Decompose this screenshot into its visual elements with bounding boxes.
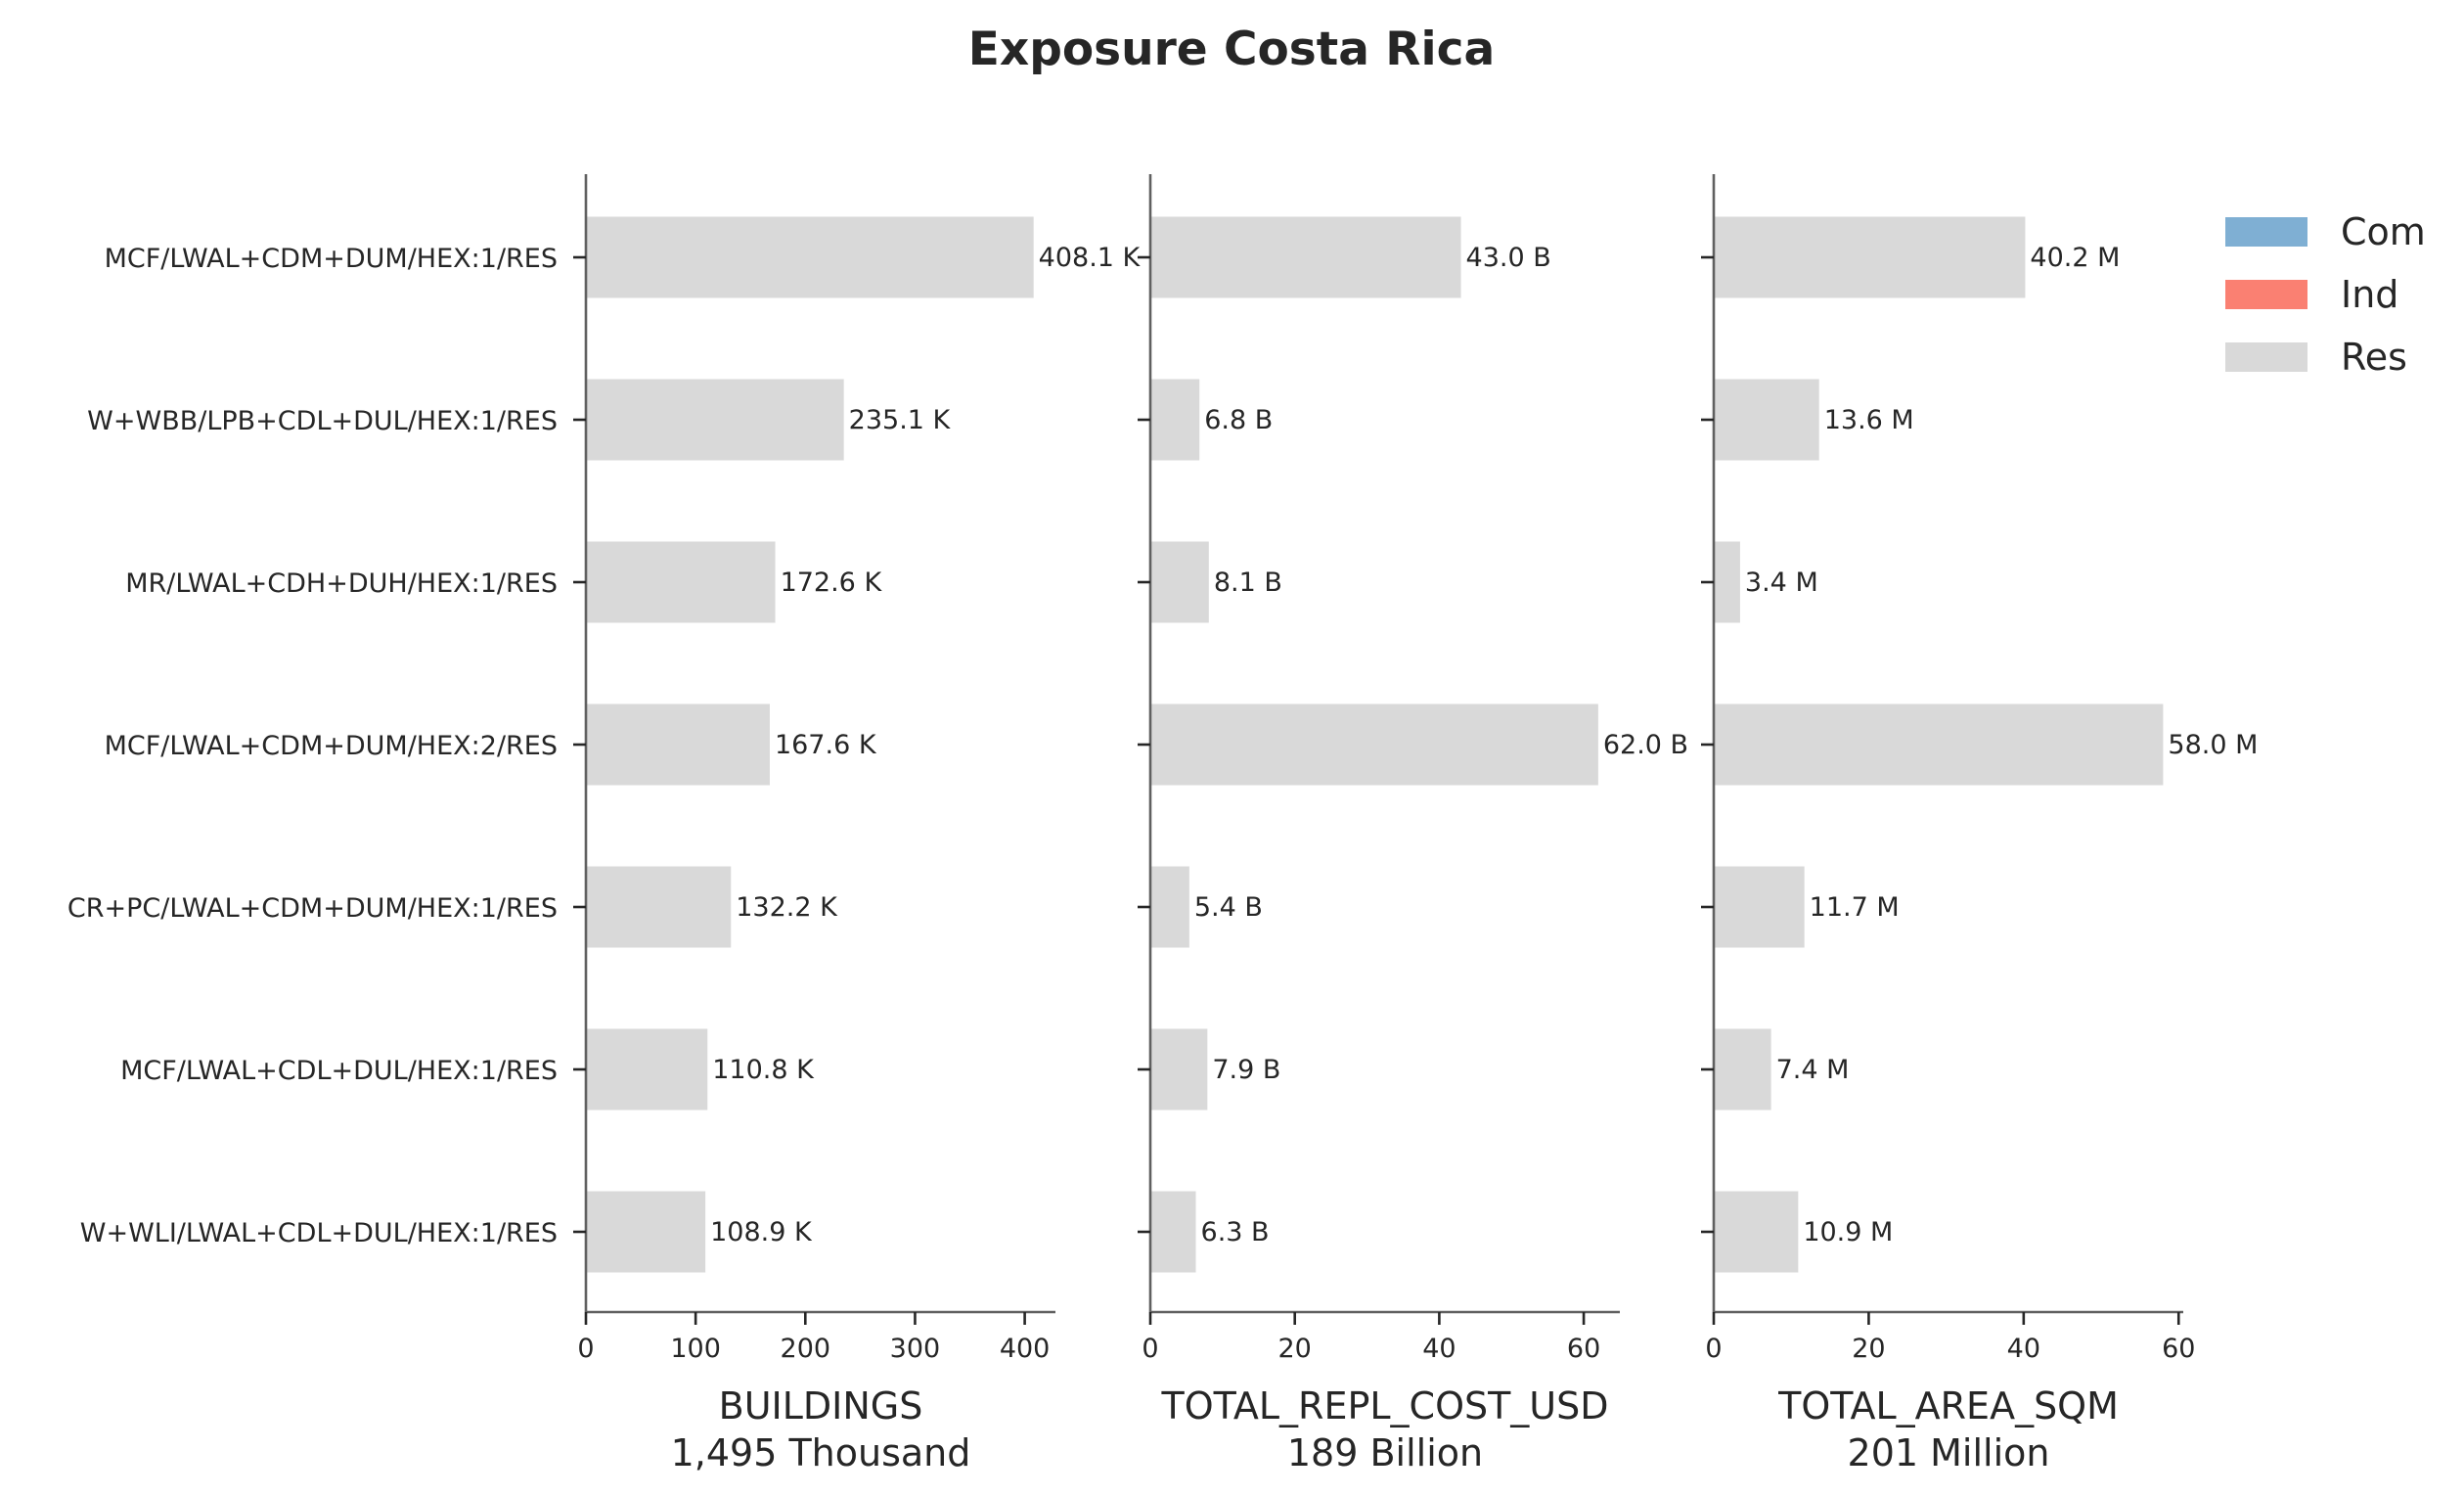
bar (586, 379, 844, 461)
x-axis-title: TOTAL_REPL_COST_USD (1160, 1384, 1608, 1428)
chart-title: Exposure Costa Rica (968, 23, 1495, 76)
chart-legend: Com Ind Res (2225, 210, 2426, 379)
x-tick-label: 40 (2007, 1334, 2040, 1364)
data-label: 8.1 B (1214, 567, 1282, 598)
data-label: 7.9 B (1212, 1055, 1280, 1085)
bar (1714, 866, 1805, 948)
panel-1: MCF/LWAL+CDM+DUM/HEX:1/RES W+WBB/LPB+CDL+… (67, 174, 1142, 1474)
data-label: 172.6 K (781, 567, 883, 598)
panel-3: 0 20 40 60 40.2 M 13.6 M 3.4 M 58.0 M 11.7 M 7.4 … (1701, 174, 2258, 1474)
bar (586, 541, 776, 623)
data-label: 108.9 K (710, 1217, 813, 1247)
chart-panels: MCF/LWAL+CDM+DUM/HEX:1/RES W+WBB/LPB+CDL+… (67, 174, 2258, 1474)
bar (1714, 1191, 1799, 1273)
x-tick-label: 40 (1422, 1334, 1456, 1364)
x-tick-label: 0 (1142, 1334, 1158, 1364)
x-axis-total-label: 189 Billion (1287, 1431, 1483, 1474)
bar (586, 703, 770, 786)
legend-label: Res (2341, 336, 2407, 379)
data-label: 58.0 M (2168, 730, 2258, 760)
x-tick-label: 400 (1000, 1334, 1051, 1364)
category-label: MCF/LWAL+CDL+DUL/HEX:1/RES (120, 1056, 558, 1086)
x-tick-label: 20 (1852, 1334, 1885, 1364)
legend-swatch (2225, 217, 2307, 247)
data-label: 62.0 B (1603, 730, 1688, 760)
x-tick-label: 60 (2162, 1334, 2195, 1364)
panel-2: 0 20 40 60 43.0 B 6.8 B 8.1 B 62.0 B 5.4 B 7.9 B 6… (1138, 174, 1688, 1474)
legend-item-ind: Ind (2225, 273, 2398, 316)
bar (1714, 541, 1740, 623)
bar (1150, 866, 1189, 948)
data-label: 110.8 K (712, 1055, 815, 1085)
data-label: 40.2 M (2030, 243, 2120, 273)
x-tick-label: 20 (1278, 1334, 1312, 1364)
bar (1150, 1028, 1208, 1111)
legend-swatch (2225, 280, 2307, 309)
legend-swatch (2225, 342, 2307, 372)
data-label: 6.3 B (1201, 1217, 1270, 1247)
x-tick-label: 60 (1567, 1334, 1600, 1364)
bar (586, 1191, 706, 1273)
category-label: MCF/LWAL+CDM+DUM/HEX:2/RES (105, 731, 558, 761)
bar (1714, 379, 1819, 461)
x-tick-label: 100 (670, 1334, 721, 1364)
x-tick-label: 0 (577, 1334, 594, 1364)
bar (1714, 703, 2164, 786)
data-label: 5.4 B (1194, 892, 1263, 923)
bar (586, 216, 1034, 298)
category-label: W+WLI/LWAL+CDL+DUL/HEX:1/RES (80, 1218, 558, 1248)
bar (1714, 216, 2026, 298)
data-label: 167.6 K (775, 730, 877, 760)
legend-label: Ind (2341, 273, 2398, 316)
data-label: 11.7 M (1810, 892, 1900, 923)
data-label: 408.1 K (1039, 243, 1142, 273)
data-label: 235.1 K (849, 405, 952, 435)
bar (586, 1028, 708, 1111)
x-axis-total-label: 201 Million (1848, 1431, 2050, 1474)
bar (1150, 379, 1200, 461)
bar (1150, 1191, 1196, 1273)
data-label: 10.9 M (1803, 1217, 1893, 1247)
data-label: 3.4 M (1745, 567, 1818, 598)
x-tick-label: 200 (781, 1334, 831, 1364)
category-label: W+WBB/LPB+CDL+DUL/HEX:1/RES (87, 406, 558, 436)
x-tick-label: 300 (890, 1334, 941, 1364)
data-label: 7.4 M (1776, 1055, 1850, 1085)
category-label: MR/LWAL+CDH+DUH/HEX:1/RES (125, 568, 558, 599)
x-axis-title: BUILDINGS (719, 1384, 923, 1428)
bar (586, 866, 732, 948)
bar (1150, 703, 1598, 786)
data-label: 43.0 B (1466, 243, 1551, 273)
bar (1150, 216, 1461, 298)
legend-item-res: Res (2225, 336, 2407, 379)
data-label: 6.8 B (1204, 405, 1273, 435)
bar (1714, 1028, 1771, 1111)
data-label: 13.6 M (1824, 405, 1914, 435)
x-tick-label: 0 (1705, 1334, 1722, 1364)
x-axis-total-label: 1,495 Thousand (671, 1431, 971, 1474)
category-label: MCF/LWAL+CDM+DUM/HEX:1/RES (105, 244, 558, 274)
x-axis-title: TOTAL_AREA_SQM (1777, 1384, 2119, 1428)
legend-item-com: Com (2225, 210, 2426, 253)
bar (1150, 541, 1209, 623)
legend-label: Com (2341, 210, 2426, 253)
data-label: 132.2 K (736, 892, 838, 923)
category-label: CR+PC/LWAL+CDM+DUM/HEX:1/RES (67, 893, 558, 924)
